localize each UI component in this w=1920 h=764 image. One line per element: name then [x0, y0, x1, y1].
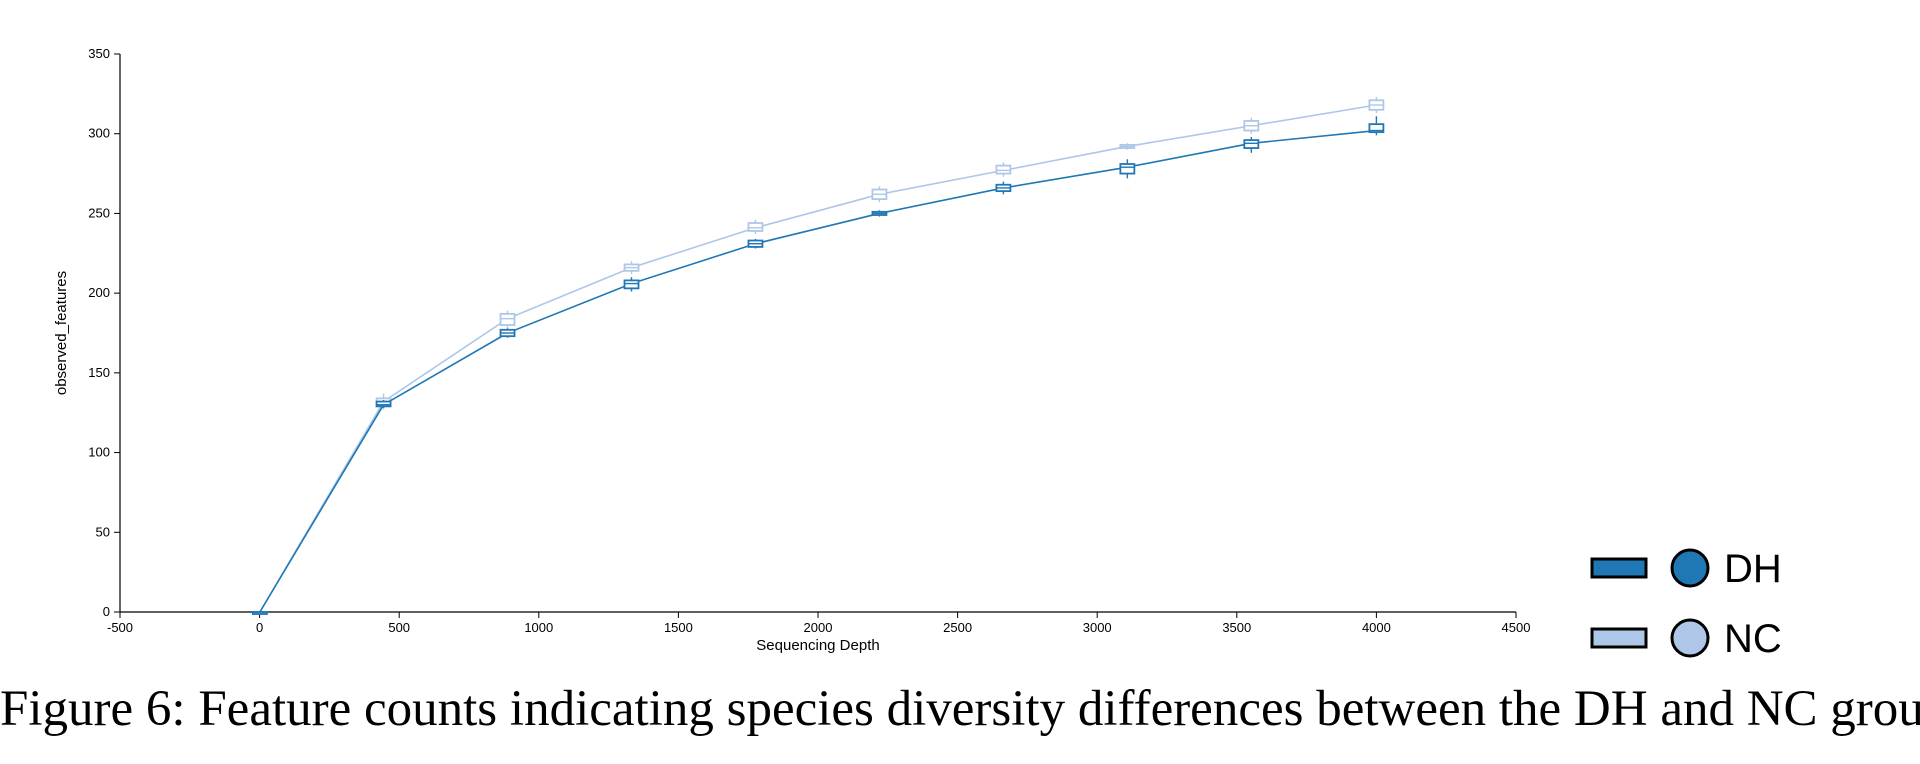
x-tick-label: 1000: [524, 620, 553, 635]
x-tick-label: 3000: [1083, 620, 1112, 635]
x-tick-label: 4500: [1502, 620, 1531, 635]
axes: -500 0 500 1000 1500 2000 2500 3000 3500 4000 4500…: [88, 46, 1530, 635]
legend-label: NC: [1724, 617, 1782, 661]
box-marker: [499, 312, 516, 326]
y-tick-label: 200: [88, 285, 110, 300]
legend-swatch-circle: [1670, 548, 1710, 588]
x-tick-label: -500: [107, 620, 133, 635]
y-tick-label: 50: [96, 524, 110, 539]
x-tick-label: 2500: [943, 620, 972, 635]
series-line: [259, 104, 1377, 613]
y-tick-label: 150: [88, 365, 110, 380]
legend-item-nc: NC: [1590, 617, 1782, 661]
legend-item-dh: DH: [1590, 547, 1782, 591]
legend-label: DH: [1724, 547, 1782, 591]
box-marker: [375, 400, 392, 408]
x-tick-label: 0: [256, 620, 263, 635]
series-dh: [251, 116, 1385, 615]
series-nc: [251, 97, 1385, 615]
box-marker: [623, 279, 640, 290]
series-line: [259, 129, 1377, 613]
box-marker: [747, 222, 764, 232]
legend-swatch-rect: [1590, 627, 1648, 649]
x-tick-label: 4000: [1362, 620, 1391, 635]
series-layer: [251, 97, 1385, 615]
y-tick-label: 300: [88, 126, 110, 141]
y-tick-label: 250: [88, 205, 110, 220]
legend: DH NC: [1590, 547, 1782, 661]
x-tick-label: 3500: [1222, 620, 1251, 635]
box-marker: [1119, 163, 1136, 175]
legend-swatch-circle: [1670, 618, 1710, 658]
x-tick-label: 500: [388, 620, 410, 635]
rarefaction-chart: -500 0 500 1000 1500 2000 2500 3000 3500 4000 4500…: [53, 46, 1782, 661]
box-marker: [1368, 123, 1385, 134]
y-tick-label: 0: [103, 604, 110, 619]
x-tick-label: 1500: [664, 620, 693, 635]
legend-swatch-rect: [1590, 557, 1648, 579]
x-tick-label: 2000: [804, 620, 833, 635]
y-tick-label: 350: [88, 46, 110, 61]
box-marker: [1243, 139, 1260, 149]
figure-caption: Figure 6: Feature counts indicating spec…: [0, 681, 1920, 737]
box-marker: [995, 164, 1012, 175]
x-axis-title: Sequencing Depth: [756, 637, 879, 654]
y-axis-title: observed_features: [53, 271, 70, 395]
y-tick-label: 100: [88, 445, 110, 460]
